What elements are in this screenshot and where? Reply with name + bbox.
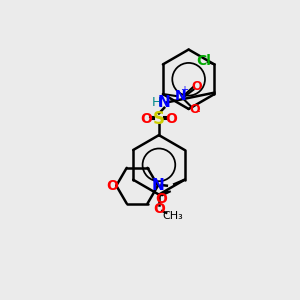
Text: CH₃: CH₃ bbox=[162, 211, 183, 221]
Text: O: O bbox=[140, 112, 152, 126]
Text: O: O bbox=[191, 80, 202, 93]
Text: S: S bbox=[153, 110, 165, 128]
Text: N: N bbox=[158, 95, 171, 110]
Text: H: H bbox=[151, 96, 160, 109]
Text: +: + bbox=[180, 85, 188, 95]
Text: O: O bbox=[153, 202, 165, 216]
Text: O: O bbox=[190, 103, 200, 116]
Text: -: - bbox=[196, 105, 200, 118]
Text: N: N bbox=[152, 178, 164, 193]
Text: O: O bbox=[106, 179, 118, 193]
Text: N: N bbox=[174, 88, 186, 103]
Text: O: O bbox=[166, 112, 177, 126]
Text: O: O bbox=[155, 192, 167, 206]
Text: Cl: Cl bbox=[196, 54, 211, 68]
